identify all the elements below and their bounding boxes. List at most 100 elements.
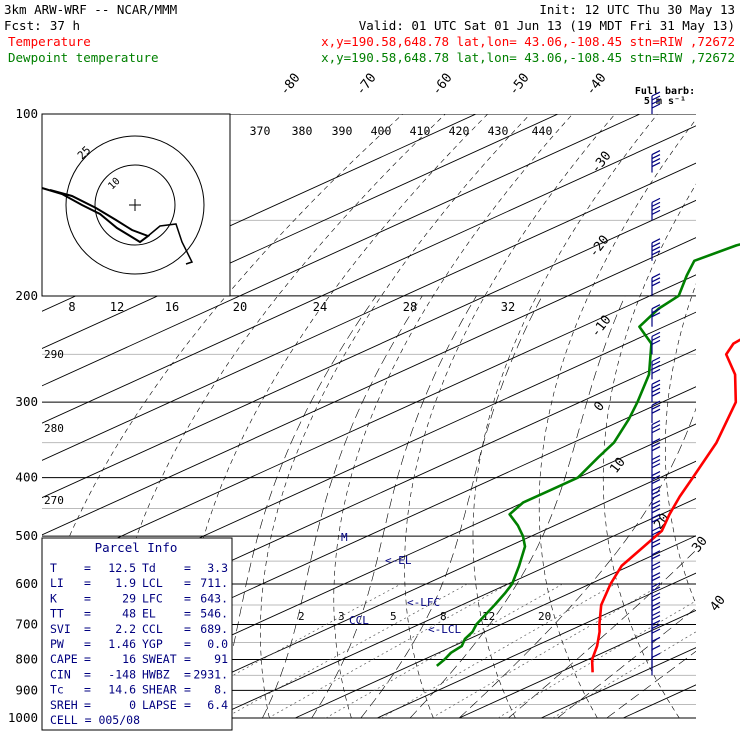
parcel-label: SWEAT [142, 652, 177, 666]
parcel-label: LI [50, 576, 64, 590]
parcel-label: CAPE [50, 652, 78, 666]
parcel-value: 2931. [193, 667, 228, 681]
parcel-info-background [41, 537, 233, 731]
parcel-eq: = [84, 683, 91, 697]
wind-barb [651, 379, 661, 403]
moist-adiabat [311, 295, 477, 719]
parcel-eq: = [184, 607, 191, 621]
moist-adiabat [409, 295, 626, 719]
isotherm [377, 572, 696, 719]
location-dewpoint: x,y=190.58,648.78 lat,lon= 43.06,-108.45… [321, 50, 735, 65]
isotherm [131, 460, 696, 719]
parcel-value: 643. [200, 591, 228, 605]
parcel-value: 689. [200, 622, 228, 636]
barb-note-full: Full barb: [635, 86, 695, 97]
parcel-label: CIN [50, 667, 71, 681]
theta-e-label: 420 [449, 124, 470, 138]
mixing-ratio-label: 5 [390, 610, 397, 623]
speed-scale-label: 32 [501, 300, 515, 314]
theta-e-label: 400 [371, 124, 392, 138]
wind-barb [651, 304, 661, 327]
parcel-value: 1.9 [115, 576, 136, 590]
parcel-value: 48 [122, 607, 136, 621]
wind-barb [651, 91, 661, 114]
isotherm-label: -30 [588, 149, 614, 177]
wind-barbs [651, 91, 661, 676]
parcel-label: TT [50, 607, 64, 621]
lfc-marker: <-LFC [407, 596, 440, 609]
moist-adiabat [606, 650, 696, 719]
cell-info: CELL = 005/08 [50, 713, 140, 727]
mixing-ratio-line [325, 583, 563, 719]
speed-scale-label: 12 [110, 300, 124, 314]
parcel-label: T [50, 561, 57, 575]
mixing-ratio-line [552, 631, 696, 719]
speed-scale-label: 16 [165, 300, 179, 314]
parcel-value: 1.46 [108, 637, 136, 651]
pressure-tick-label: 1000 [8, 710, 38, 725]
parcel-eq: = [184, 698, 191, 712]
parcel-eq: = [184, 683, 191, 697]
mixing-ratio-line [431, 583, 663, 719]
mixing-ratio-line [381, 583, 616, 719]
mixing-ratio-label: 3 [338, 610, 345, 623]
parcel-eq: = [84, 698, 91, 712]
parcel-eq: = [84, 591, 91, 605]
pressure-tick-label: 700 [15, 616, 38, 631]
isotherm [42, 311, 696, 610]
pressure-tick-label: 500 [15, 528, 38, 543]
parcel-value: 12.5 [108, 561, 136, 575]
pressure-tick-label: 900 [15, 682, 38, 697]
isotherm-label: 10 [607, 455, 628, 477]
parcel-label: EL [142, 607, 156, 621]
isotherm-label: -10 [588, 313, 614, 341]
profile-traces [435, 243, 740, 673]
parcel-eq: = [184, 667, 191, 681]
isotherm-label: -80 [277, 71, 303, 99]
moist-adiabat [458, 407, 696, 719]
isotherm [623, 684, 696, 719]
level-markers: M <-EL <-LFC <-LCL CCL [341, 531, 461, 636]
parcel-value: 6.4 [207, 698, 228, 712]
pressure-tick-label: 800 [15, 651, 38, 666]
parcel-info-table: Parcel Info T = 12.5 Td = 3.3 LI = 1.9 LCL = 711. K =… [41, 537, 233, 731]
model-title: 3km ARW-WRF -- NCAR/MMM [4, 2, 177, 17]
parcel-value: 2.2 [115, 622, 136, 636]
pressure-tick-label: 100 [15, 106, 38, 121]
mixing-ratio-label: 8 [440, 610, 447, 623]
isotherm [42, 125, 696, 424]
parcel-label: Td [142, 561, 156, 575]
el-marker: <-EL [385, 554, 412, 567]
parcel-value: 0.0 [207, 637, 228, 651]
parcel-label: Tc [50, 683, 64, 697]
parcel-value: 0 [129, 698, 136, 712]
parcel-label: LAPSE [142, 698, 177, 712]
theta-e-label: 390 [332, 124, 353, 138]
isotherm [541, 647, 696, 719]
parcel-label: SVI [50, 622, 71, 636]
parcel-eq: = [84, 622, 91, 636]
isotherm [42, 114, 477, 312]
dry-adiabat [472, 114, 658, 719]
parcel-value: 711. [200, 576, 228, 590]
lcl-marker: <-LCL [428, 623, 461, 636]
theta-e-label: 430 [488, 124, 509, 138]
mixing-ratio-label: 2 [298, 610, 305, 623]
parcel-eq: = [84, 607, 91, 621]
isotherm-label: -20 [586, 233, 612, 261]
wind-barb [651, 149, 661, 173]
valid-time: Valid: 01 UTC Sat 01 Jun 13 (19 MDT Fri … [359, 18, 735, 33]
parcel-eq: = [84, 637, 91, 651]
moist-adiabat [360, 295, 543, 719]
temperature-trace [590, 338, 740, 673]
parcel-info-title: Parcel Info [95, 540, 178, 555]
pressure-tick-label: 400 [15, 470, 38, 485]
isotherm [49, 423, 696, 719]
wind-barb [651, 273, 661, 296]
ccl-marker: CCL [349, 614, 369, 627]
parcel-label: YGP [142, 637, 163, 651]
isotherm-label: -60 [429, 71, 455, 99]
isotherm [213, 498, 696, 719]
